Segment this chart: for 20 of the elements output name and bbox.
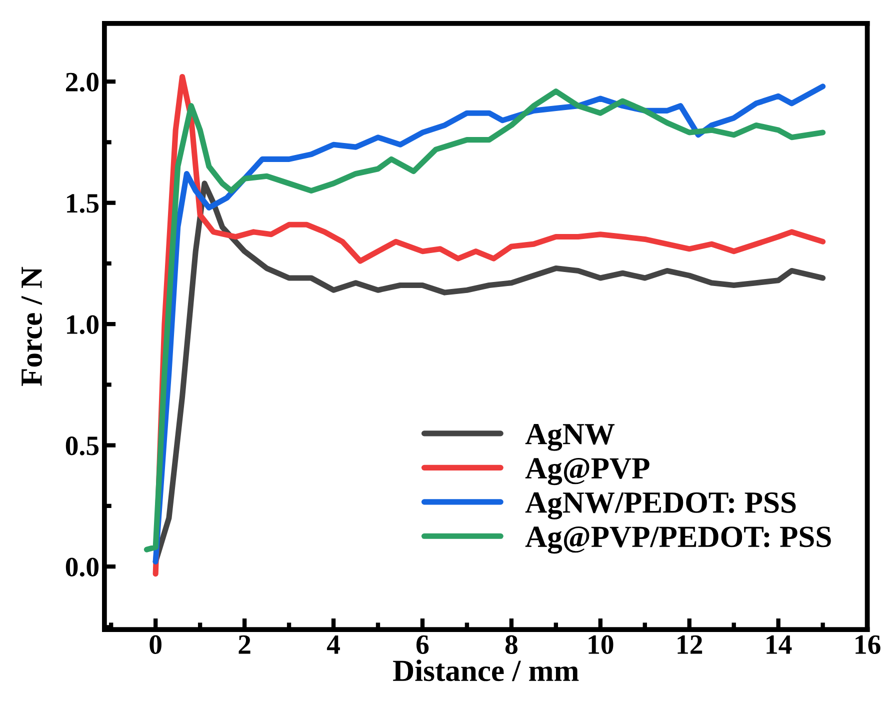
y-tick-label: 0.5 [66,436,99,456]
x-tick-label: 6 [416,635,429,654]
legend-label: AgNW/PEDOT: PSS [525,492,796,520]
legend-label: Ag@PVP/PEDOT: PSS [525,526,831,554]
y-tick-label: 0.0 [66,558,99,577]
y-axis-title: Force / N [22,266,42,386]
x-tick-label: 8 [505,635,518,654]
x-tick-label: 16 [856,635,880,654]
y-tick-label: 1.5 [67,194,99,213]
x-tick-label: 0 [150,635,162,654]
legend-label: AgNW [525,424,615,451]
x-tick-label: 12 [678,635,702,654]
x-tick-label: 2 [238,635,250,654]
y-tick-label: 2.0 [66,72,99,92]
x-tick-label: 14 [766,635,792,654]
legend-label: Ag@PVP [525,458,650,486]
x-axis-title: Distance / mm [393,660,579,682]
x-tick-label: 4 [326,635,340,654]
y-tick-label: 1.0 [67,315,99,334]
x-tick-label: 10 [588,635,614,654]
